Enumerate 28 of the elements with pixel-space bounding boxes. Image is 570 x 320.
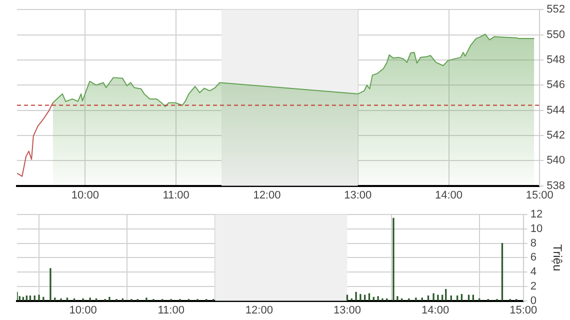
y-tick-label: 552 (546, 4, 566, 16)
x-tick-label: 15:00 (526, 189, 554, 202)
x-tick-label: 10:00 (71, 189, 99, 202)
y-tick-label: 544 (546, 104, 566, 116)
y-tick-label: 542 (546, 129, 566, 142)
x-tick-label: 12:00 (253, 189, 281, 202)
y-axis-title: Triệu (550, 244, 564, 272)
y-tick-label: 540 (546, 154, 566, 167)
x-tick-label: 10:00 (69, 304, 97, 316)
x-tick-label: 12:00 (245, 304, 273, 316)
y-tick-label: 12 (530, 208, 543, 221)
x-tick-label: 15:00 (510, 304, 538, 316)
y-tick-label: 8 (530, 237, 536, 250)
x-tick-label: 13:00 (333, 304, 362, 316)
y-tick-label: 10 (530, 223, 543, 235)
y-tick-label: 538 (546, 180, 566, 192)
y-tick-label: 0 (530, 294, 536, 307)
y-tick-label: 550 (546, 28, 566, 41)
y-tick-label: 548 (546, 54, 566, 66)
y-tick-label: 2 (530, 280, 536, 292)
y-tick-label: 4 (530, 266, 536, 278)
x-tick-label: 11:00 (162, 189, 190, 202)
y-tick-label: 546 (546, 79, 566, 92)
x-tick-label: 13:00 (344, 189, 372, 202)
x-tick-label: 14:00 (434, 189, 463, 202)
y-tick-label: 6 (530, 252, 536, 264)
x-tick-label: 11:00 (158, 304, 184, 316)
x-tick-label: 14:00 (422, 304, 450, 316)
